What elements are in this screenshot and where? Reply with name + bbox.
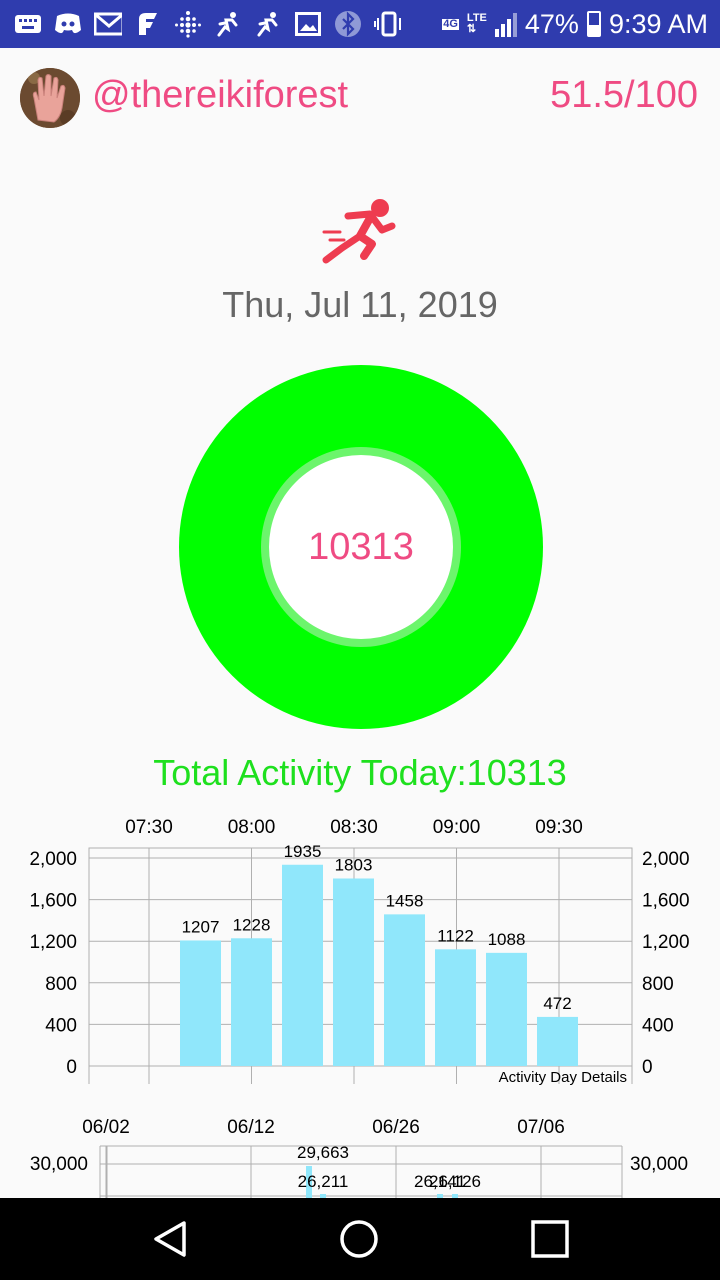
bar-value-label: 26,211	[298, 1172, 349, 1191]
x-tick: 07/06	[517, 1117, 565, 1138]
bar-value-label: 1207	[182, 917, 220, 936]
lte-label: LTE	[466, 12, 487, 24]
notification-icons	[14, 8, 402, 40]
image-icon	[294, 10, 322, 38]
bar-value-label: 1122	[437, 926, 474, 945]
y-tick-right: 1,200	[642, 932, 690, 953]
keyboard-icon	[14, 10, 42, 38]
lte-indicator: LTE ⇅	[466, 12, 487, 35]
bar-value-label: 29,663	[297, 1143, 349, 1162]
battery-icon	[586, 11, 601, 37]
bar[interactable]	[320, 1194, 326, 1198]
runner-icon	[254, 10, 282, 38]
bar-value-label: 26,141	[414, 1172, 466, 1191]
recents-icon	[531, 1220, 569, 1258]
x-tick: 07:30	[125, 817, 173, 838]
recents-button[interactable]	[520, 1214, 580, 1264]
navigation-bar	[0, 1198, 720, 1280]
bar-value-label: 1088	[488, 930, 526, 949]
network-type: 4G	[442, 17, 459, 30]
network-label: 4G	[442, 17, 459, 30]
bar[interactable]	[537, 1016, 578, 1066]
x-tick: 08:30	[330, 817, 378, 838]
runner-icon	[320, 196, 400, 264]
hand-icon	[20, 68, 80, 128]
activity-day-chart: 0 0 400 400 800 800 1,200 1,200 1,600 1,600 2,000 2…	[29, 817, 690, 1086]
back-button[interactable]	[140, 1214, 200, 1264]
bar[interactable]	[180, 940, 221, 1066]
bar[interactable]	[486, 952, 527, 1066]
y-tick-left: 30,000	[30, 1154, 88, 1175]
ring-center	[269, 455, 453, 639]
bar[interactable]	[282, 864, 323, 1066]
y-tick-left: 800	[45, 974, 77, 995]
score: 51.5/100	[550, 74, 698, 116]
bar-value-label: 26,126	[429, 1172, 481, 1191]
gmail-icon	[94, 10, 122, 38]
y-tick-left: 1,200	[29, 932, 77, 953]
y-tick-left: 1,600	[29, 891, 77, 912]
y-tick-right: 0	[642, 1057, 653, 1078]
chart-caption: Activity Day Details	[499, 1069, 627, 1086]
fleep-icon	[134, 10, 162, 38]
activity-history-chart: 06/02 06/12 06/26 07/06 30,000 30,000 29,663 26…	[30, 1117, 688, 1198]
fitbit-icon	[174, 10, 202, 38]
bar[interactable]	[384, 914, 425, 1066]
battery-percent: 47%	[524, 8, 579, 39]
vibrate-icon	[374, 10, 402, 38]
x-tick: 06/12	[227, 1117, 275, 1138]
y-tick-right: 30,000	[630, 1154, 688, 1175]
y-tick-right: 2,000	[642, 849, 690, 870]
x-tick: 09:30	[535, 817, 583, 838]
total-activity: Total Activity Today:10313	[153, 752, 567, 793]
bar[interactable]	[333, 878, 374, 1066]
signal-icon	[494, 11, 517, 37]
bluetooth-icon	[334, 10, 362, 38]
x-tick: 06/26	[372, 1117, 420, 1138]
bar-value-label: 1935	[284, 842, 322, 861]
y-tick-left: 0	[66, 1057, 77, 1078]
bar-value-label: 1803	[335, 855, 373, 874]
y-tick-left: 2,000	[29, 849, 77, 870]
activity-date: Thu, Jul 11, 2019	[222, 284, 498, 325]
activity-ring: 10313	[178, 364, 544, 730]
x-tick: 08:00	[228, 817, 276, 838]
status-bar: 4G LTE ⇅ 47% 9:39 AM	[0, 0, 720, 48]
y-tick-right: 800	[642, 974, 674, 995]
bar-value-label: 1228	[233, 915, 271, 934]
bar[interactable]	[306, 1166, 312, 1198]
bar-value-label: 472	[543, 994, 571, 1013]
bar[interactable]	[437, 1194, 443, 1198]
x-tick: 09:00	[433, 817, 481, 838]
home-icon	[340, 1220, 378, 1258]
bar-value-label: 1458	[386, 891, 424, 910]
runner-icon	[214, 10, 242, 38]
bar[interactable]	[452, 1194, 458, 1198]
back-icon	[154, 1221, 186, 1257]
y-tick-right: 1,600	[642, 891, 690, 912]
clock: 9:39 AM	[608, 8, 708, 39]
discord-icon	[54, 10, 82, 38]
avatar[interactable]	[20, 68, 80, 128]
y-tick-left: 400	[45, 1015, 77, 1036]
steps-count: 10313	[308, 525, 414, 568]
home-button[interactable]	[329, 1214, 389, 1264]
username[interactable]: @thereikiforest	[92, 74, 349, 116]
bar[interactable]	[435, 949, 476, 1066]
bar[interactable]	[231, 938, 272, 1066]
y-tick-right: 400	[642, 1015, 674, 1036]
x-tick: 06/02	[82, 1117, 130, 1138]
